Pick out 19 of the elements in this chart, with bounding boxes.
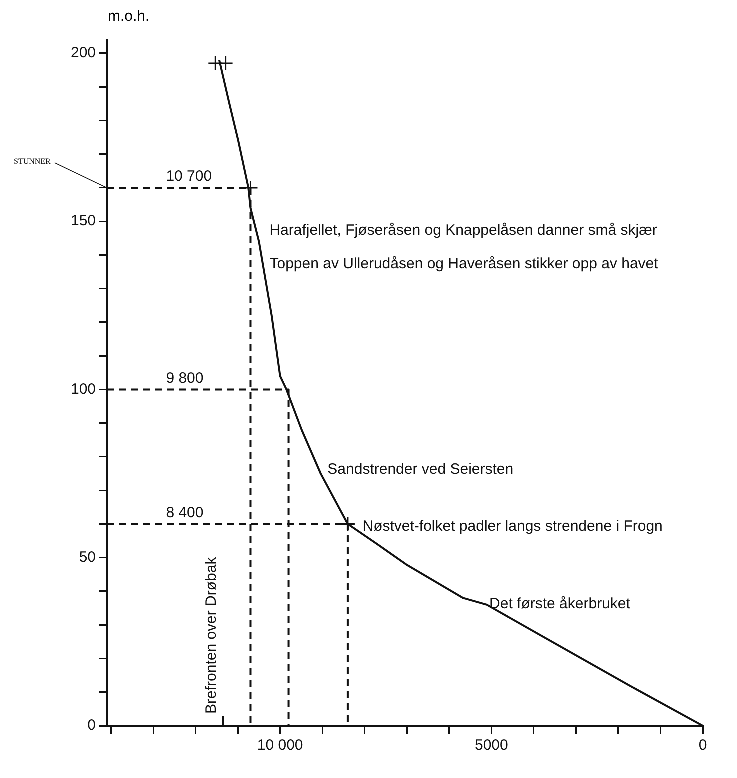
annotation: 10 700 [166, 168, 212, 186]
annotation: Sandstrender ved Seiersten [328, 460, 514, 478]
annotation: 9 800 [166, 370, 204, 388]
point [340, 516, 356, 532]
x-tick-label: 5000 [474, 737, 508, 754]
x-tick-label: 10 000 [257, 737, 304, 754]
annotation: Brefronten over Drøbak [202, 556, 220, 714]
annotation: Harafjellet, Fjøseråsen og Knappelåsen danner små skjær [270, 222, 658, 240]
annotation: STUNNER [14, 157, 52, 166]
annotation: Toppen av Ullerudåsen og Haveråsen stikker opp av havet [270, 256, 660, 273]
annotation: Nøstvet-folket padler langs strendene i Frogn [362, 518, 663, 535]
y-tick-label: 50 [79, 549, 96, 566]
y-tick-label: 100 [70, 380, 96, 398]
y-axis-title: m.o.h. [107, 8, 151, 27]
y-tick-label: 200 [70, 44, 96, 62]
x-tick-label: 0 [698, 737, 708, 754]
y-tick-label: 0 [88, 717, 96, 734]
y-tick-label: 150 [70, 212, 96, 230]
annotation: 8 400 [166, 504, 204, 522]
